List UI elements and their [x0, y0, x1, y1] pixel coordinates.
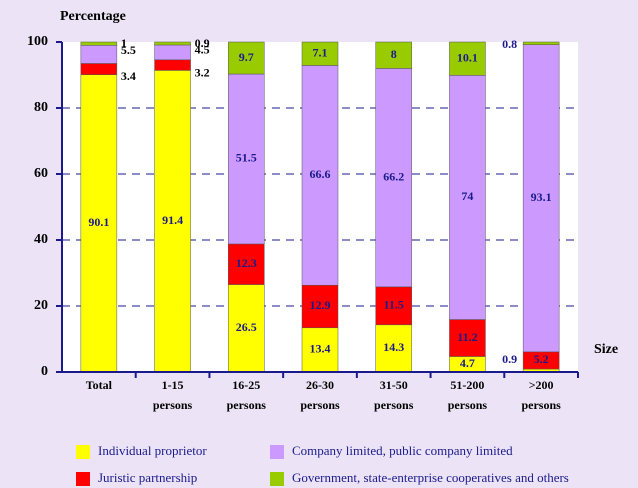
value-label: 10.1	[457, 50, 478, 64]
bar-segment	[449, 41, 486, 76]
bar-segment	[80, 41, 118, 46]
value-label: 51.5	[236, 151, 257, 165]
value-label: 3.2	[195, 66, 210, 80]
y-tick-label: 0	[41, 364, 48, 379]
bar-segment	[301, 284, 339, 329]
value-label: 1	[121, 36, 127, 50]
value-label: 4.5	[195, 43, 210, 57]
value-label: 3.4	[121, 69, 136, 83]
legend-swatch	[270, 445, 284, 459]
value-label: 91.4	[162, 213, 183, 227]
y-axis-label: Percentage	[60, 9, 126, 24]
legend-swatch	[76, 472, 90, 486]
value-label: 0.8	[502, 37, 517, 51]
bar-segment	[80, 74, 118, 373]
value-label: 26.5	[236, 320, 257, 334]
legend-label: Company limited, public company limited	[292, 443, 513, 458]
y-tick-label: 40	[34, 232, 48, 247]
value-label: 74	[461, 189, 473, 203]
legend-swatch	[270, 472, 284, 486]
value-label: 0.9	[195, 36, 210, 50]
legend-label: Individual proprietor	[98, 443, 207, 458]
bar-segment	[228, 41, 265, 75]
bar-segment	[375, 41, 412, 69]
y-tick-label: 80	[34, 100, 48, 115]
value-label: 93.1	[531, 190, 552, 204]
x-tick-label: 51-200 persons	[448, 378, 488, 412]
value-label: 11.5	[384, 298, 404, 312]
x-tick-label: 16-25 persons	[227, 378, 267, 412]
value-label: 5.2	[534, 352, 549, 366]
bar-segment	[80, 63, 118, 75]
bar-segment	[301, 41, 339, 66]
x-tick-label: 1-15 persons	[153, 378, 193, 412]
bar-segment	[154, 44, 191, 61]
value-label: 7.1	[313, 45, 328, 59]
bar-segment	[228, 73, 265, 245]
bar-segment	[375, 324, 412, 373]
x-tick-label: 31-50 persons	[374, 378, 414, 412]
x-tick-label: 26-30 persons	[300, 378, 340, 412]
legend-label: Juristic partnership	[98, 470, 197, 485]
bar-segment	[154, 59, 191, 71]
value-label: 8	[391, 47, 397, 61]
bar-segment	[375, 286, 412, 326]
x-axis-label: Size	[594, 342, 618, 357]
bar-segment	[80, 45, 118, 64]
bar-segment	[522, 44, 560, 353]
value-label: 0.9	[502, 352, 517, 366]
bar-segment	[449, 75, 486, 320]
y-tick-label: 20	[34, 298, 48, 313]
y-tick-label: 100	[27, 34, 48, 49]
value-label: 12.3	[236, 256, 257, 270]
bar-segment	[522, 41, 560, 45]
y-tick-label: 60	[34, 166, 48, 181]
value-label: 14.3	[383, 340, 404, 354]
value-label: 5.5	[121, 43, 136, 57]
bar-segment	[301, 327, 339, 373]
bar-segment	[228, 284, 265, 373]
legend-label: Government, state-enterprise cooperative…	[292, 470, 569, 485]
legend-swatch	[76, 445, 90, 459]
value-label: 13.4	[310, 342, 331, 356]
value-label: 90.1	[88, 215, 109, 229]
bar-segment	[301, 65, 339, 286]
bar-segment	[154, 41, 191, 46]
x-tick-label: Total	[86, 378, 113, 392]
value-label: 12.9	[310, 298, 331, 312]
value-label: 66.2	[383, 169, 404, 183]
value-label: 4.7	[460, 356, 475, 370]
bar-segment	[375, 68, 412, 288]
value-label: 66.6	[310, 167, 331, 181]
x-tick-label: >200 persons	[521, 378, 561, 412]
value-label: 11.2	[457, 330, 477, 344]
value-label: 9.7	[239, 50, 254, 64]
bar-segment	[449, 319, 486, 357]
bar-segment	[228, 243, 265, 285]
